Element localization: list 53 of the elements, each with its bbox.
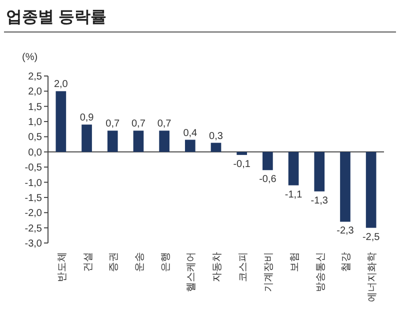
data-label: 0,7	[106, 118, 120, 130]
bar	[107, 130, 118, 152]
y-tick-label: -1,0	[24, 178, 42, 189]
y-tick-label: 1,0	[28, 117, 42, 128]
data-label: 2,0	[54, 79, 68, 90]
x-tick-label: 운송	[134, 252, 146, 272]
x-tick-label: 방송통신	[315, 252, 326, 292]
x-tick-label: 기계장비	[264, 252, 275, 292]
data-label: 0,3	[209, 130, 224, 142]
chart-title: 업종별 등락률	[6, 9, 106, 26]
bar	[184, 140, 196, 152]
x-tick-label: 보험	[290, 252, 301, 272]
bar	[314, 152, 325, 192]
data-label: -0,6	[259, 174, 277, 186]
data-label: 0,7	[157, 118, 172, 130]
x-tick-label: 은행	[160, 252, 172, 272]
x-tick-label: 코스피	[238, 252, 249, 282]
data-label: -0,1	[233, 158, 251, 170]
y-tick-label: 0,0	[28, 147, 42, 158]
bar	[56, 91, 66, 152]
y-tick-label: 1,5	[28, 102, 42, 113]
bar	[262, 152, 273, 170]
x-tick-label: 반도체	[56, 252, 68, 282]
bar	[340, 152, 350, 222]
x-tick-label: 에너지화학	[367, 252, 378, 302]
bar	[82, 124, 92, 152]
data-label: -2,3	[336, 226, 354, 237]
bar	[133, 130, 144, 152]
data-label: -1,3	[310, 195, 328, 206]
bar	[159, 130, 170, 152]
bar	[288, 152, 299, 186]
data-label: -1,1	[284, 189, 303, 200]
y-tick-label: -0,5	[24, 162, 42, 174]
data-label: 0,9	[80, 112, 94, 124]
x-tick-label: 철강	[341, 252, 352, 272]
bar	[210, 142, 222, 152]
y-tick-label: -2,0	[24, 208, 42, 220]
y-tick-label: 2,0	[28, 86, 42, 98]
y-tick-label: -3,0	[24, 238, 42, 250]
data-label: 0,7	[132, 118, 146, 130]
x-tick-label: 건설	[82, 252, 94, 272]
y-tick-label: 2,5	[28, 72, 42, 82]
data-label: -2,5	[362, 232, 380, 243]
y-tick-label: -2,5	[24, 223, 42, 234]
bar	[366, 152, 376, 228]
x-tick-label: 증권	[108, 252, 120, 272]
y-tick-label: 0,5	[28, 132, 42, 144]
y-axis-title: (%)	[22, 52, 38, 63]
x-tick-label: 헬스케어	[186, 252, 198, 292]
bar	[236, 152, 248, 155]
data-label: 0,4	[183, 128, 198, 139]
x-tick-label: 자동차	[212, 252, 223, 282]
y-tick-label: -1,5	[24, 192, 42, 204]
